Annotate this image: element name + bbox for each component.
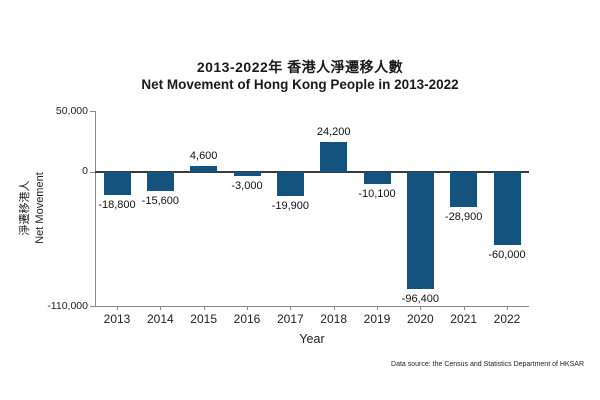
- x-axis-title: Year: [299, 332, 325, 346]
- y-tick-label: -110,000: [47, 299, 88, 312]
- x-tick-mark: [160, 306, 162, 310]
- x-axis-line: [95, 306, 529, 307]
- bar-value-label: -19,900: [271, 200, 309, 213]
- y-tick-mark: [90, 306, 95, 307]
- bar-value-label: -28,900: [445, 211, 483, 224]
- x-tick-label: 2021: [450, 312, 477, 326]
- bar-2018: [320, 142, 348, 172]
- x-tick-label: 2022: [493, 312, 521, 326]
- bar-2019: [363, 171, 391, 185]
- chart-title-chinese: 2013-2022年 香港人淨遷移人數: [196, 59, 404, 75]
- x-tick-label: 2016: [233, 312, 261, 326]
- x-tick-mark: [247, 306, 248, 310]
- bar-2017: [276, 171, 304, 197]
- x-tick-label: 2020: [406, 312, 434, 326]
- x-tick-mark: [463, 306, 465, 310]
- x-tick-label: 2019: [363, 312, 391, 326]
- bar-2021: [450, 171, 478, 208]
- x-tick-label: 2018: [320, 312, 347, 326]
- x-tick-mark: [290, 306, 292, 310]
- bar-value-label: -15,600: [141, 194, 179, 207]
- bar-2016: [233, 171, 261, 176]
- x-tick-label: 2013: [103, 312, 131, 326]
- chart-title-english: Net Movement of Hong Kong People in 2013…: [141, 77, 459, 92]
- y-axis-line: [95, 111, 96, 306]
- y-tick-label: 0: [82, 165, 88, 178]
- x-tick-label: 2017: [276, 312, 304, 326]
- bar-value-label: 24,200: [316, 126, 351, 139]
- bar-2014: [146, 171, 174, 191]
- bar-2020: [406, 171, 434, 290]
- y-tick-mark: [90, 171, 95, 173]
- bar-value-label: -60,000: [488, 249, 526, 262]
- bar-value-label: -3,000: [231, 179, 263, 192]
- x-tick-label: 2015: [190, 312, 217, 326]
- y-tick-mark: [90, 111, 95, 112]
- x-tick-mark: [377, 306, 378, 310]
- x-tick-mark: [117, 306, 118, 310]
- bar-value-label: -10,100: [358, 188, 396, 201]
- x-tick-mark: [203, 306, 205, 310]
- x-tick-label: 2014: [146, 312, 174, 326]
- y-tick-label: 50,000: [55, 104, 88, 117]
- bar-2015: [190, 166, 218, 172]
- bar-value-label: 4,600: [189, 150, 218, 163]
- y-axis-title-english: Net Movement: [34, 172, 46, 244]
- y-axis-title: 淨遷移港人 Net Movement: [18, 133, 58, 283]
- y-axis-title-chinese: 淨遷移港人: [19, 180, 31, 236]
- bar-2013: [103, 171, 131, 195]
- zero-baseline: [95, 170, 529, 173]
- data-source-note: Data source: the Census and Statistics D…: [391, 361, 584, 368]
- bar-2022: [493, 171, 521, 246]
- bar-value-label: -18,800: [98, 198, 136, 211]
- x-tick-mark: [507, 306, 508, 310]
- bar-value-label: -96,400: [401, 293, 439, 306]
- x-tick-mark: [333, 306, 335, 310]
- x-tick-mark: [420, 306, 422, 310]
